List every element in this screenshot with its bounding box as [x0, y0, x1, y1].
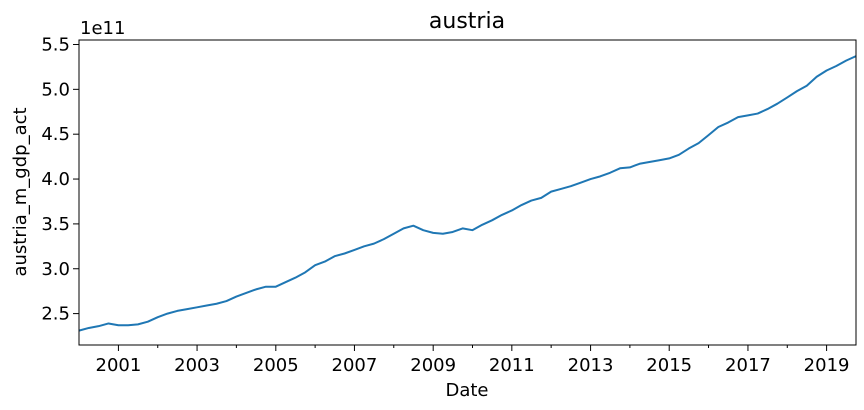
x-tick-label: 2013 — [568, 355, 614, 376]
x-tick-label: 2007 — [332, 355, 378, 376]
y-tick-label: 5.5 — [41, 34, 70, 55]
y-offset-text: 1e11 — [80, 18, 125, 39]
x-tick-label: 2015 — [646, 355, 692, 376]
y-tick-label: 3.5 — [41, 214, 70, 235]
y-tick-label: 5.0 — [41, 79, 70, 100]
x-tick-label: 2001 — [96, 355, 142, 376]
x-tick-label: 2017 — [725, 355, 771, 376]
x-axis-label: Date — [445, 380, 488, 401]
y-axis-label: austria_m_gdp_act — [10, 107, 31, 276]
y-tick-label: 4.5 — [41, 124, 70, 145]
x-tick-label: 2019 — [804, 355, 850, 376]
x-tick-label: 2005 — [253, 355, 299, 376]
series-line — [78, 55, 857, 332]
x-tick-label: 2003 — [174, 355, 220, 376]
x-tick-label: 2011 — [489, 355, 535, 376]
y-tick-label: 3.0 — [41, 259, 70, 280]
y-tick-label: 4.0 — [41, 169, 70, 190]
axes-frame — [78, 39, 857, 346]
y-tick-label: 2.5 — [41, 304, 70, 325]
plot-area: 2.5 3.0 3.5 4.0 4.5 5.0 5.5 2001 2003 2005 2007 200… — [41, 34, 857, 376]
chart-title: austria — [429, 9, 505, 34]
x-tick-label: 2009 — [410, 355, 456, 376]
